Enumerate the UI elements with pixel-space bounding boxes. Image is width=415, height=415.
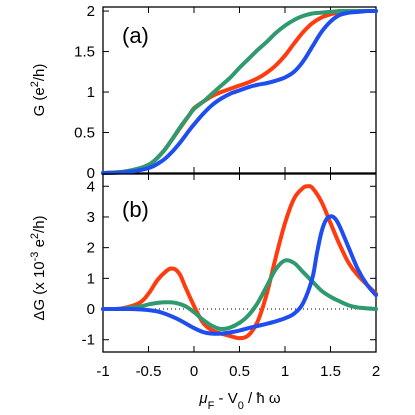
ytick-label: -1 <box>82 332 95 349</box>
blue-curve <box>101 214 378 336</box>
panel-b-ytick-labels: -1 0 1 2 3 4 <box>82 178 95 348</box>
xtick-label: 0.5 <box>229 363 250 380</box>
panel-b-ylabel: ΔG (x 10-3 e2/h) <box>29 215 48 320</box>
xtick-label: 1 <box>281 363 289 380</box>
blue-curve <box>101 8 378 175</box>
panel-b-xtick-labels: -1 -0.5 0 0.5 1 1.5 2 <box>96 363 380 380</box>
panel-a-ytick-labels: 0 0.5 1 1.5 2 <box>74 3 95 182</box>
xtick-label: 1.5 <box>320 363 341 380</box>
panel-a-ylabel: G (e2/h) <box>29 64 48 117</box>
ytick-label: 1 <box>87 84 95 101</box>
panel-a-curves <box>101 8 378 175</box>
xtick-label: -1 <box>96 363 109 380</box>
panel-b-label: (b) <box>122 197 149 222</box>
panel-a-label: (a) <box>122 23 149 48</box>
ytick-label: 4 <box>87 178 95 195</box>
panel-a: 0 0.5 1 1.5 2 (a) G (e2/h) <box>29 3 378 182</box>
xtick-label: 0 <box>190 363 198 380</box>
ytick-label: 0.5 <box>74 125 95 142</box>
panel-b-curves <box>101 184 378 341</box>
ytick-label: 0 <box>87 301 95 318</box>
ytick-label: 2 <box>87 240 95 257</box>
xtick-label: 2 <box>372 363 380 380</box>
ytick-label: 2 <box>87 3 95 20</box>
ytick-label: 3 <box>87 209 95 226</box>
red-curve <box>101 184 378 341</box>
green-curve <box>101 8 378 175</box>
ytick-label: 0 <box>87 165 95 182</box>
ytick-label: 1 <box>87 270 95 287</box>
panel-b: -1 0 1 2 3 4 -1 -0.5 0 0.5 1 1.5 2 (b) ΔG (x 10-3 e… <box>29 173 380 412</box>
green-curve <box>101 258 378 332</box>
xtick-label: -0.5 <box>136 363 162 380</box>
ytick-label: 1.5 <box>74 44 95 61</box>
panel-b-xlabel: μF - V0 / ħ ω <box>198 390 280 412</box>
